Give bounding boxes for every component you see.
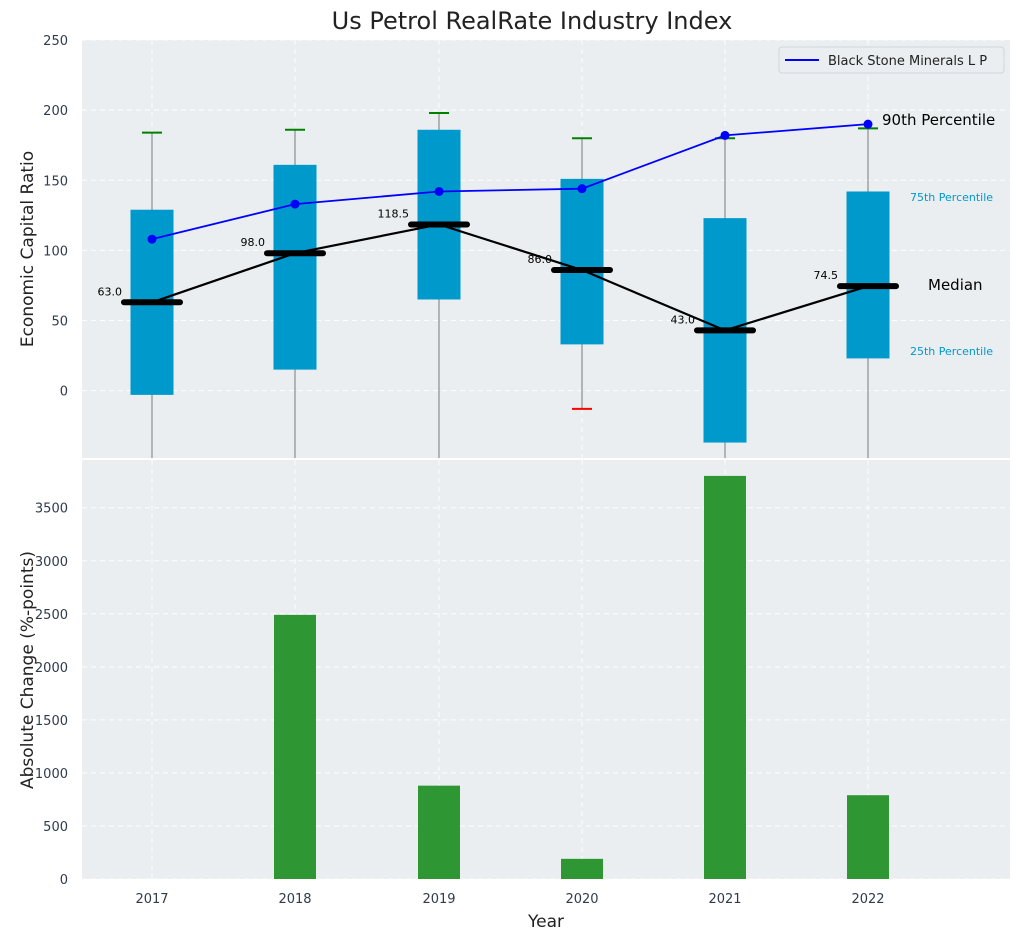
bottom-y-tick-label: 0 (60, 873, 68, 888)
median-value-label: 43.0 (671, 313, 696, 326)
box-2019 (417, 111, 461, 458)
boxplot-group: 63.0 98.0 118.5 86.0 43.0 74.5 (98, 111, 899, 458)
bottom-y-ticks: 0 500 1000 1500 2000 2500 3000 3500 (35, 502, 68, 888)
legend-label: Black Stone Minerals L P (828, 54, 987, 69)
bar-2020 (561, 858, 603, 879)
bottom-y-tick-label: 3000 (35, 555, 68, 570)
median-value-label: 63.0 (98, 285, 123, 298)
bar-2021 (704, 475, 746, 879)
x-tick-label: 2022 (851, 892, 884, 907)
bar-2019 (418, 785, 460, 879)
x-axis-label: Year (527, 912, 564, 932)
series-point (720, 130, 730, 140)
bottom-y-tick-label: 1500 (35, 714, 68, 729)
median-line (151, 223, 869, 332)
top-y-axis-label: Economic Capital Ratio (18, 151, 38, 347)
bottom-y-tick-label: 500 (43, 820, 68, 835)
bar-2022 (847, 795, 889, 879)
series-point (863, 119, 873, 129)
bottom-y-tick-label: 2000 (35, 661, 68, 676)
annotation-25th-percentile: 25th Percentile (910, 345, 993, 358)
box-body (560, 178, 604, 345)
box-2018 (273, 128, 317, 458)
median-value-label: 98.0 (241, 236, 266, 249)
box-body (273, 164, 317, 370)
box-2022 (846, 127, 890, 458)
top-y-tick-label: 50 (51, 315, 68, 330)
series-point (290, 199, 300, 209)
x-tick-label: 2018 (278, 892, 311, 907)
annotation-90th-percentile: 90th Percentile (882, 111, 995, 129)
median-value-label: 86.0 (528, 253, 553, 266)
median-value-label: 118.5 (378, 207, 410, 220)
x-tick-label: 2019 (422, 892, 455, 907)
bar-2018 (274, 614, 316, 879)
top-y-tick-label: 150 (43, 174, 68, 189)
x-ticks: 2017 2018 2019 2020 2021 2022 (135, 892, 884, 907)
legend-box (778, 46, 1005, 74)
x-tick-label: 2021 (708, 892, 741, 907)
top-y-ticks: 0 50 100 150 200 250 (43, 34, 68, 400)
bottom-y-axis-label: Absolute Change (%-points) (18, 551, 38, 789)
series-line (151, 123, 869, 241)
bottom-gridlines (82, 460, 1010, 880)
bottom-y-tick-label: 3500 (35, 502, 68, 517)
legend: Black Stone Minerals L P (778, 46, 1005, 74)
top-y-tick-label: 100 (43, 244, 68, 259)
series-point (434, 186, 444, 196)
median-value-label: 74.5 (814, 269, 839, 282)
x-tick-label: 2017 (135, 892, 168, 907)
bottom-y-tick-label: 2500 (35, 608, 68, 623)
x-tick-label: 2020 (565, 892, 598, 907)
annotation-median: Median (928, 276, 983, 294)
top-y-tick-label: 0 (60, 385, 68, 400)
chart-title: Us Petrol RealRate Industry Index (332, 7, 733, 35)
top-y-tick-label: 250 (43, 34, 68, 49)
annotation-75th-percentile: 75th Percentile (910, 191, 993, 204)
series-point (577, 184, 587, 194)
top-y-tick-label: 200 (43, 104, 68, 119)
box-2020 (560, 137, 604, 410)
bar-group (274, 475, 889, 879)
series-point (147, 234, 157, 244)
bottom-y-tick-label: 1000 (35, 767, 68, 782)
box-body (417, 129, 461, 300)
box-body (846, 191, 890, 359)
